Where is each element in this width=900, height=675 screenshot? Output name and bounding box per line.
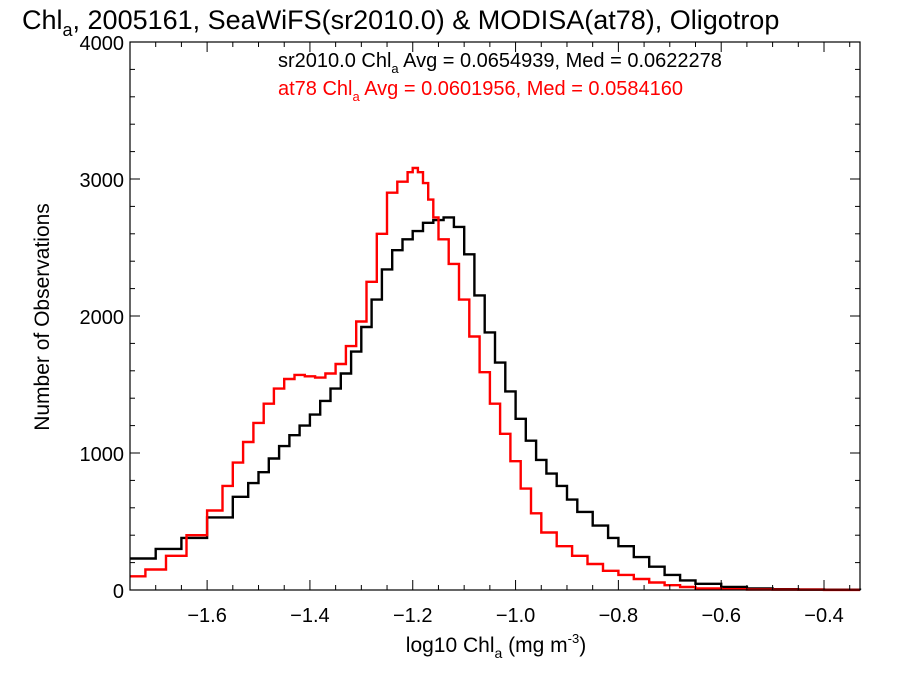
y-tick-label: 4000 [80,33,125,55]
series-1-line [130,166,860,592]
x-tick-label: −1.2 [393,605,432,627]
x-tick-label: −1.4 [290,605,329,627]
x-tick-label: −0.6 [701,605,740,627]
annotation-sr2010: sr2010.0 Chla Avg = 0.0654939, Med = 0.0… [278,50,722,76]
x-tick-label: −1.6 [187,605,226,627]
series-0-line [130,216,862,591]
y-tick-label: 1000 [80,444,125,466]
plot-frame [129,41,861,591]
y-tick-label: 0 [113,581,124,603]
y-tick-label: 3000 [80,170,125,192]
x-tick-label: −0.4 [804,605,843,627]
y-tick-label: 2000 [80,307,125,329]
x-axis-label: log10 Chla (mg m-3) [406,631,586,661]
annotation-at78: at78 Chla Avg = 0.0601956, Med = 0.05841… [278,78,683,104]
x-tick-label: −0.8 [599,605,638,627]
x-tick-label: −1.0 [496,605,535,627]
y-axis-label: Number of Observations [31,203,54,431]
chart-title: Chla, 2005161, SeaWiFS(sr2010.0) & MODIS… [22,5,779,40]
